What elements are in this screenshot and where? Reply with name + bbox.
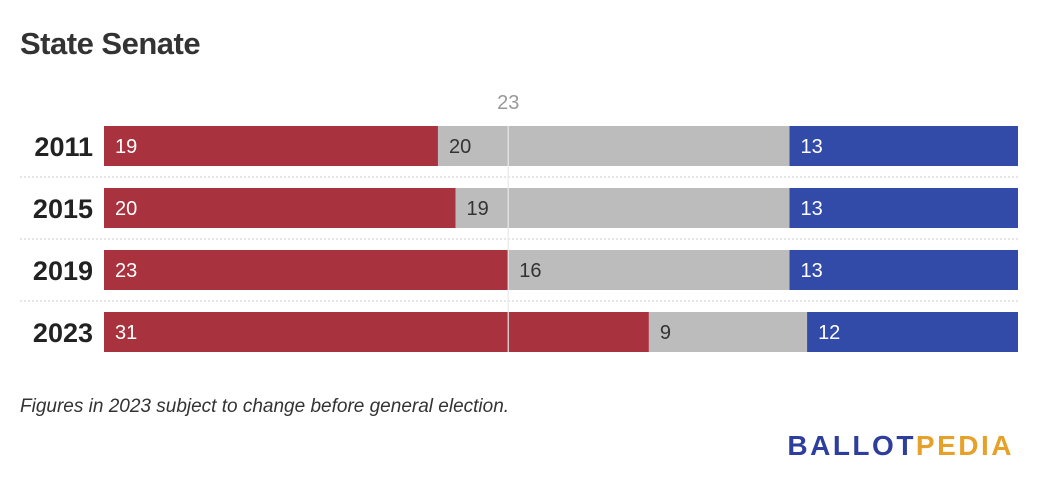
bar-segment-republican [104,126,438,166]
bar-value-label: 13 [801,198,823,220]
logo-text-pedia: PEDIA [915,430,1014,461]
bar-row-2015: 2015 20 19 13 [20,188,1018,240]
bar-row-2023: 2023 31 9 12 [33,312,1018,352]
year-label: 2015 [33,194,93,224]
bar-segment-republican [104,188,456,228]
chart-title: State Senate [20,26,201,61]
bar-segment-democratic [807,312,1018,352]
bar-segment-democratic [789,250,1018,290]
reference-line-label: 23 [497,92,519,114]
bar-segment-democratic [789,126,1018,166]
bar-value-label: 13 [801,136,823,158]
reference-line-group: 23 [497,92,519,352]
bar-value-label: 20 [115,198,137,220]
footnote: Figures in 2023 subject to change before… [20,396,510,417]
year-label: 2023 [33,318,93,348]
bar-segment-other [508,250,790,290]
year-label: 2019 [33,256,93,286]
bar-row-2011: 2011 19 20 13 [20,126,1018,178]
bar-row-2019: 2019 23 16 13 [20,250,1018,302]
bar-value-label: 31 [115,322,137,344]
bar-value-label: 9 [660,322,671,344]
logo-text-ballot: BALLOT [787,430,916,461]
bar-value-label: 16 [519,260,541,282]
bar-value-label: 23 [115,260,137,282]
bar-segment-republican [104,312,649,352]
bar-segment-other [437,126,790,166]
bar-value-label: 19 [467,198,489,220]
ballotpedia-logo[interactable]: BALLOTPEDIA [787,430,1014,462]
year-label: 2011 [34,132,93,162]
bar-value-label: 19 [115,136,137,158]
bar-segment-other [455,188,790,228]
bar-segment-other [648,312,808,352]
bar-value-label: 13 [801,260,823,282]
bar-segment-republican [104,250,509,290]
bar-value-label: 12 [818,322,840,344]
bar-value-label: 20 [449,136,471,158]
bar-segment-democratic [789,188,1018,228]
